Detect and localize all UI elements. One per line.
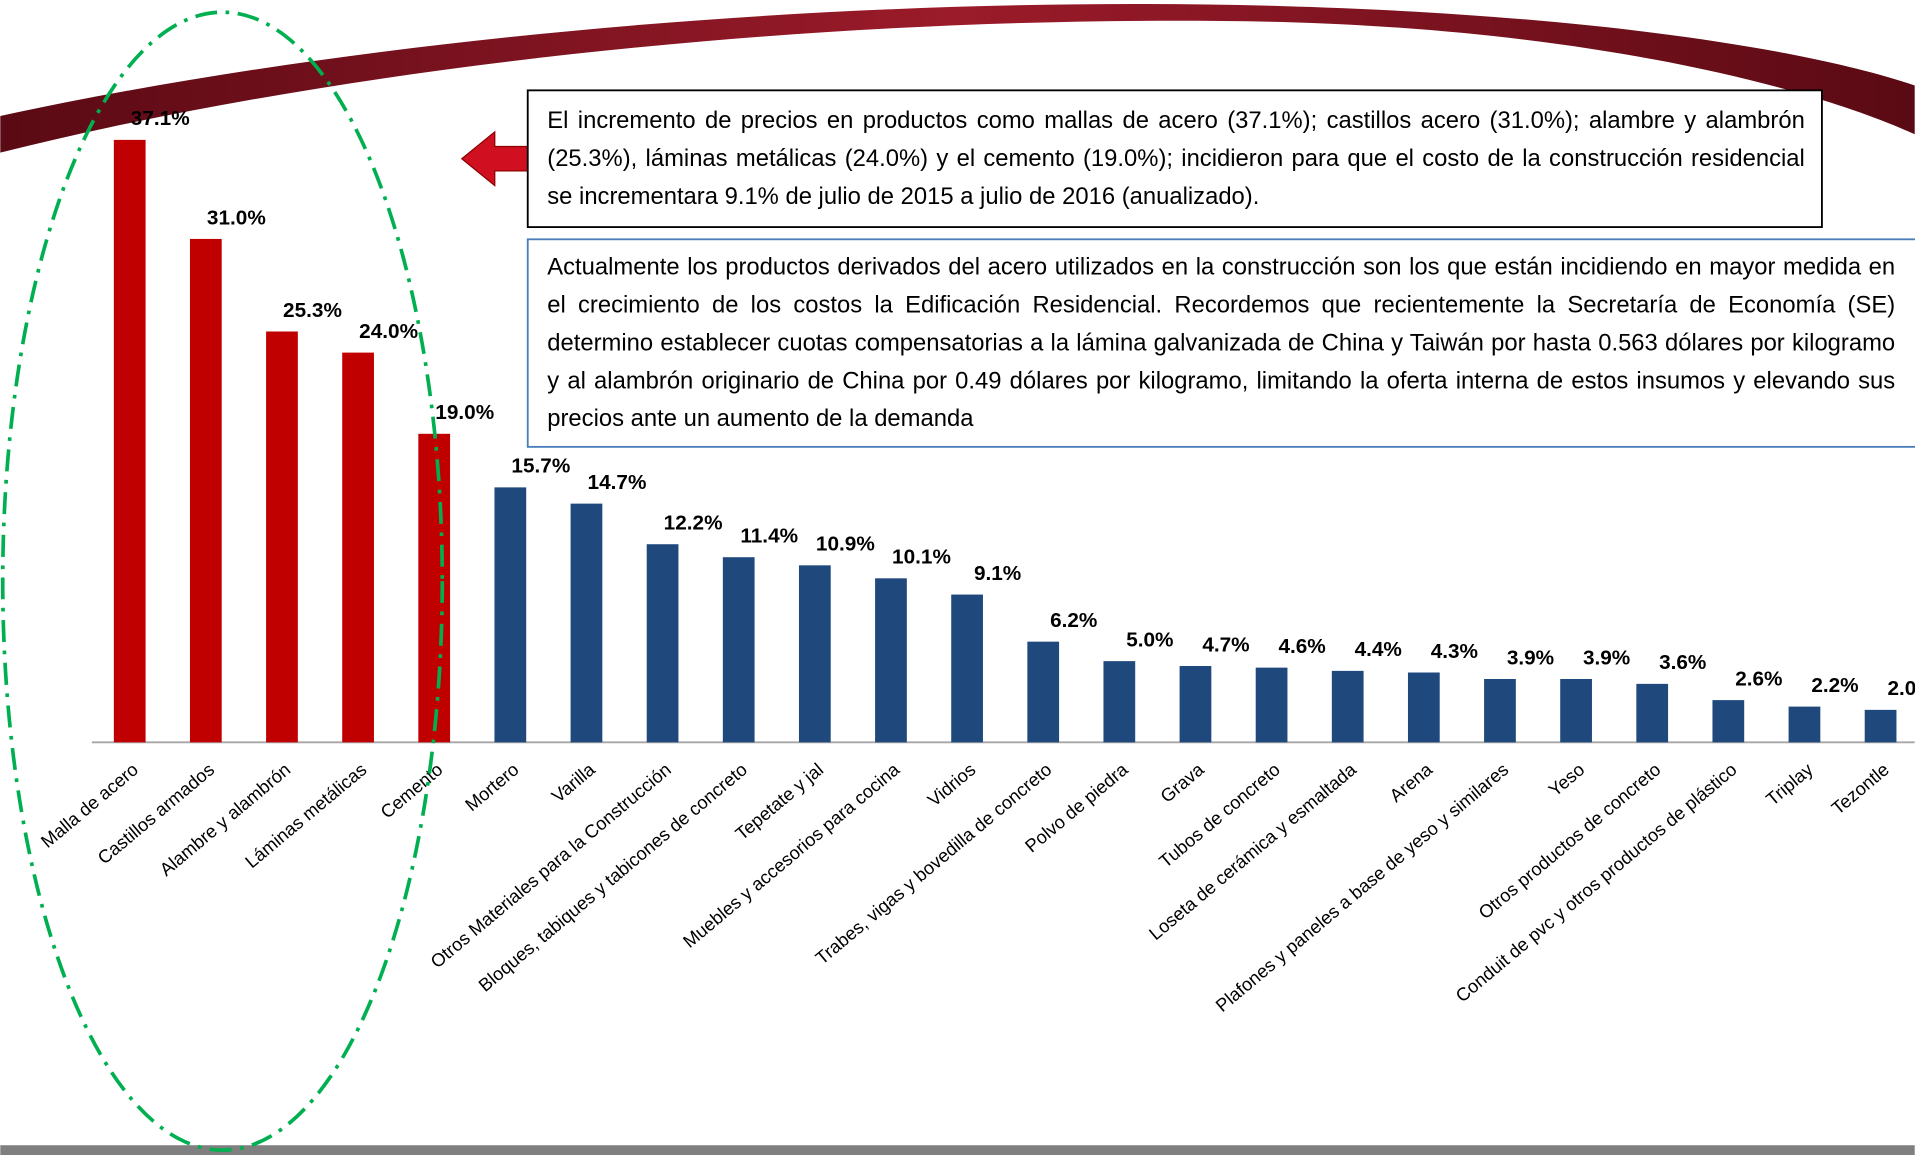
x-tick-label: Cemento <box>376 759 446 823</box>
bar <box>190 239 222 742</box>
x-tick-label: Vidrios <box>923 759 979 811</box>
data-label: 10.1% <box>892 546 951 569</box>
data-label: 12.2% <box>664 512 723 535</box>
x-tick-label: Varilla <box>547 758 599 806</box>
data-label: 19.0% <box>435 401 494 424</box>
bar <box>1560 679 1592 742</box>
footer-bar <box>0 1145 1914 1155</box>
highlight-ellipse <box>3 12 443 1150</box>
bar <box>1789 707 1821 743</box>
data-label: 11.4% <box>740 525 798 548</box>
data-label: 24.0% <box>359 320 418 343</box>
data-label: 2.2% <box>1811 674 1858 697</box>
bar <box>342 353 374 743</box>
data-label: 10.9% <box>816 533 875 556</box>
x-tick-label: Bloques, tabiques y tabicones de concret… <box>474 759 751 996</box>
bar <box>1027 642 1059 743</box>
arrow <box>462 132 528 186</box>
data-label: 3.9% <box>1507 646 1554 669</box>
note-text: Actualmente los productos derivados del … <box>528 239 1913 447</box>
data-label: 4.3% <box>1431 640 1478 663</box>
data-label: 31.0% <box>207 206 266 229</box>
chart: 37.1%Malla de acero31.0%Castillos armado… <box>0 0 1915 1155</box>
bar <box>875 578 907 742</box>
bar <box>799 565 831 742</box>
note-container: Actualmente los productos derivados del … <box>528 239 1913 447</box>
x-tick-label: Arena <box>1385 758 1437 806</box>
x-tick-label: Grava <box>1156 758 1208 807</box>
bar <box>418 434 450 743</box>
bar <box>1180 666 1212 742</box>
note-container: El incremento de precios en productos co… <box>528 90 1822 227</box>
x-tick-label: Tezontle <box>1827 759 1893 819</box>
data-label: 14.7% <box>588 471 647 494</box>
bar <box>1484 679 1516 742</box>
bar <box>723 557 755 742</box>
data-label: 15.7% <box>511 455 570 478</box>
note-text: El incremento de precios en productos co… <box>528 90 1822 227</box>
bar <box>494 487 526 742</box>
bar <box>1332 671 1364 742</box>
bar <box>1103 661 1135 742</box>
bar <box>1712 700 1744 742</box>
data-label: 37.1% <box>131 107 190 130</box>
x-tick-label: Conduit de pvc y otros productos de plás… <box>1451 759 1740 1007</box>
bar <box>951 595 983 743</box>
bar <box>647 544 679 742</box>
data-label: 5.0% <box>1126 628 1173 651</box>
data-label: 9.1% <box>974 562 1021 585</box>
data-label: 6.2% <box>1050 609 1097 632</box>
data-label: 2.6% <box>1735 667 1782 690</box>
data-label: 3.9% <box>1583 646 1630 669</box>
data-label: 25.3% <box>283 299 342 322</box>
bar <box>1636 684 1668 742</box>
bar <box>1865 710 1897 742</box>
data-label: 2.0% <box>1887 677 1915 700</box>
bar <box>1256 668 1288 743</box>
bar <box>114 140 146 742</box>
x-tick-label: Yeso <box>1544 759 1588 801</box>
data-label: 4.4% <box>1355 638 1402 661</box>
x-tick-label: Triplay <box>1762 758 1818 809</box>
data-label: 4.7% <box>1202 633 1249 656</box>
x-tick-label: Mortero <box>461 759 523 816</box>
bar <box>571 504 603 743</box>
data-label: 4.6% <box>1278 635 1325 658</box>
data-label: 3.6% <box>1659 651 1706 674</box>
bar <box>266 331 298 742</box>
bar <box>1408 673 1440 743</box>
x-tick-label: Alambre y alambrón <box>155 759 294 880</box>
